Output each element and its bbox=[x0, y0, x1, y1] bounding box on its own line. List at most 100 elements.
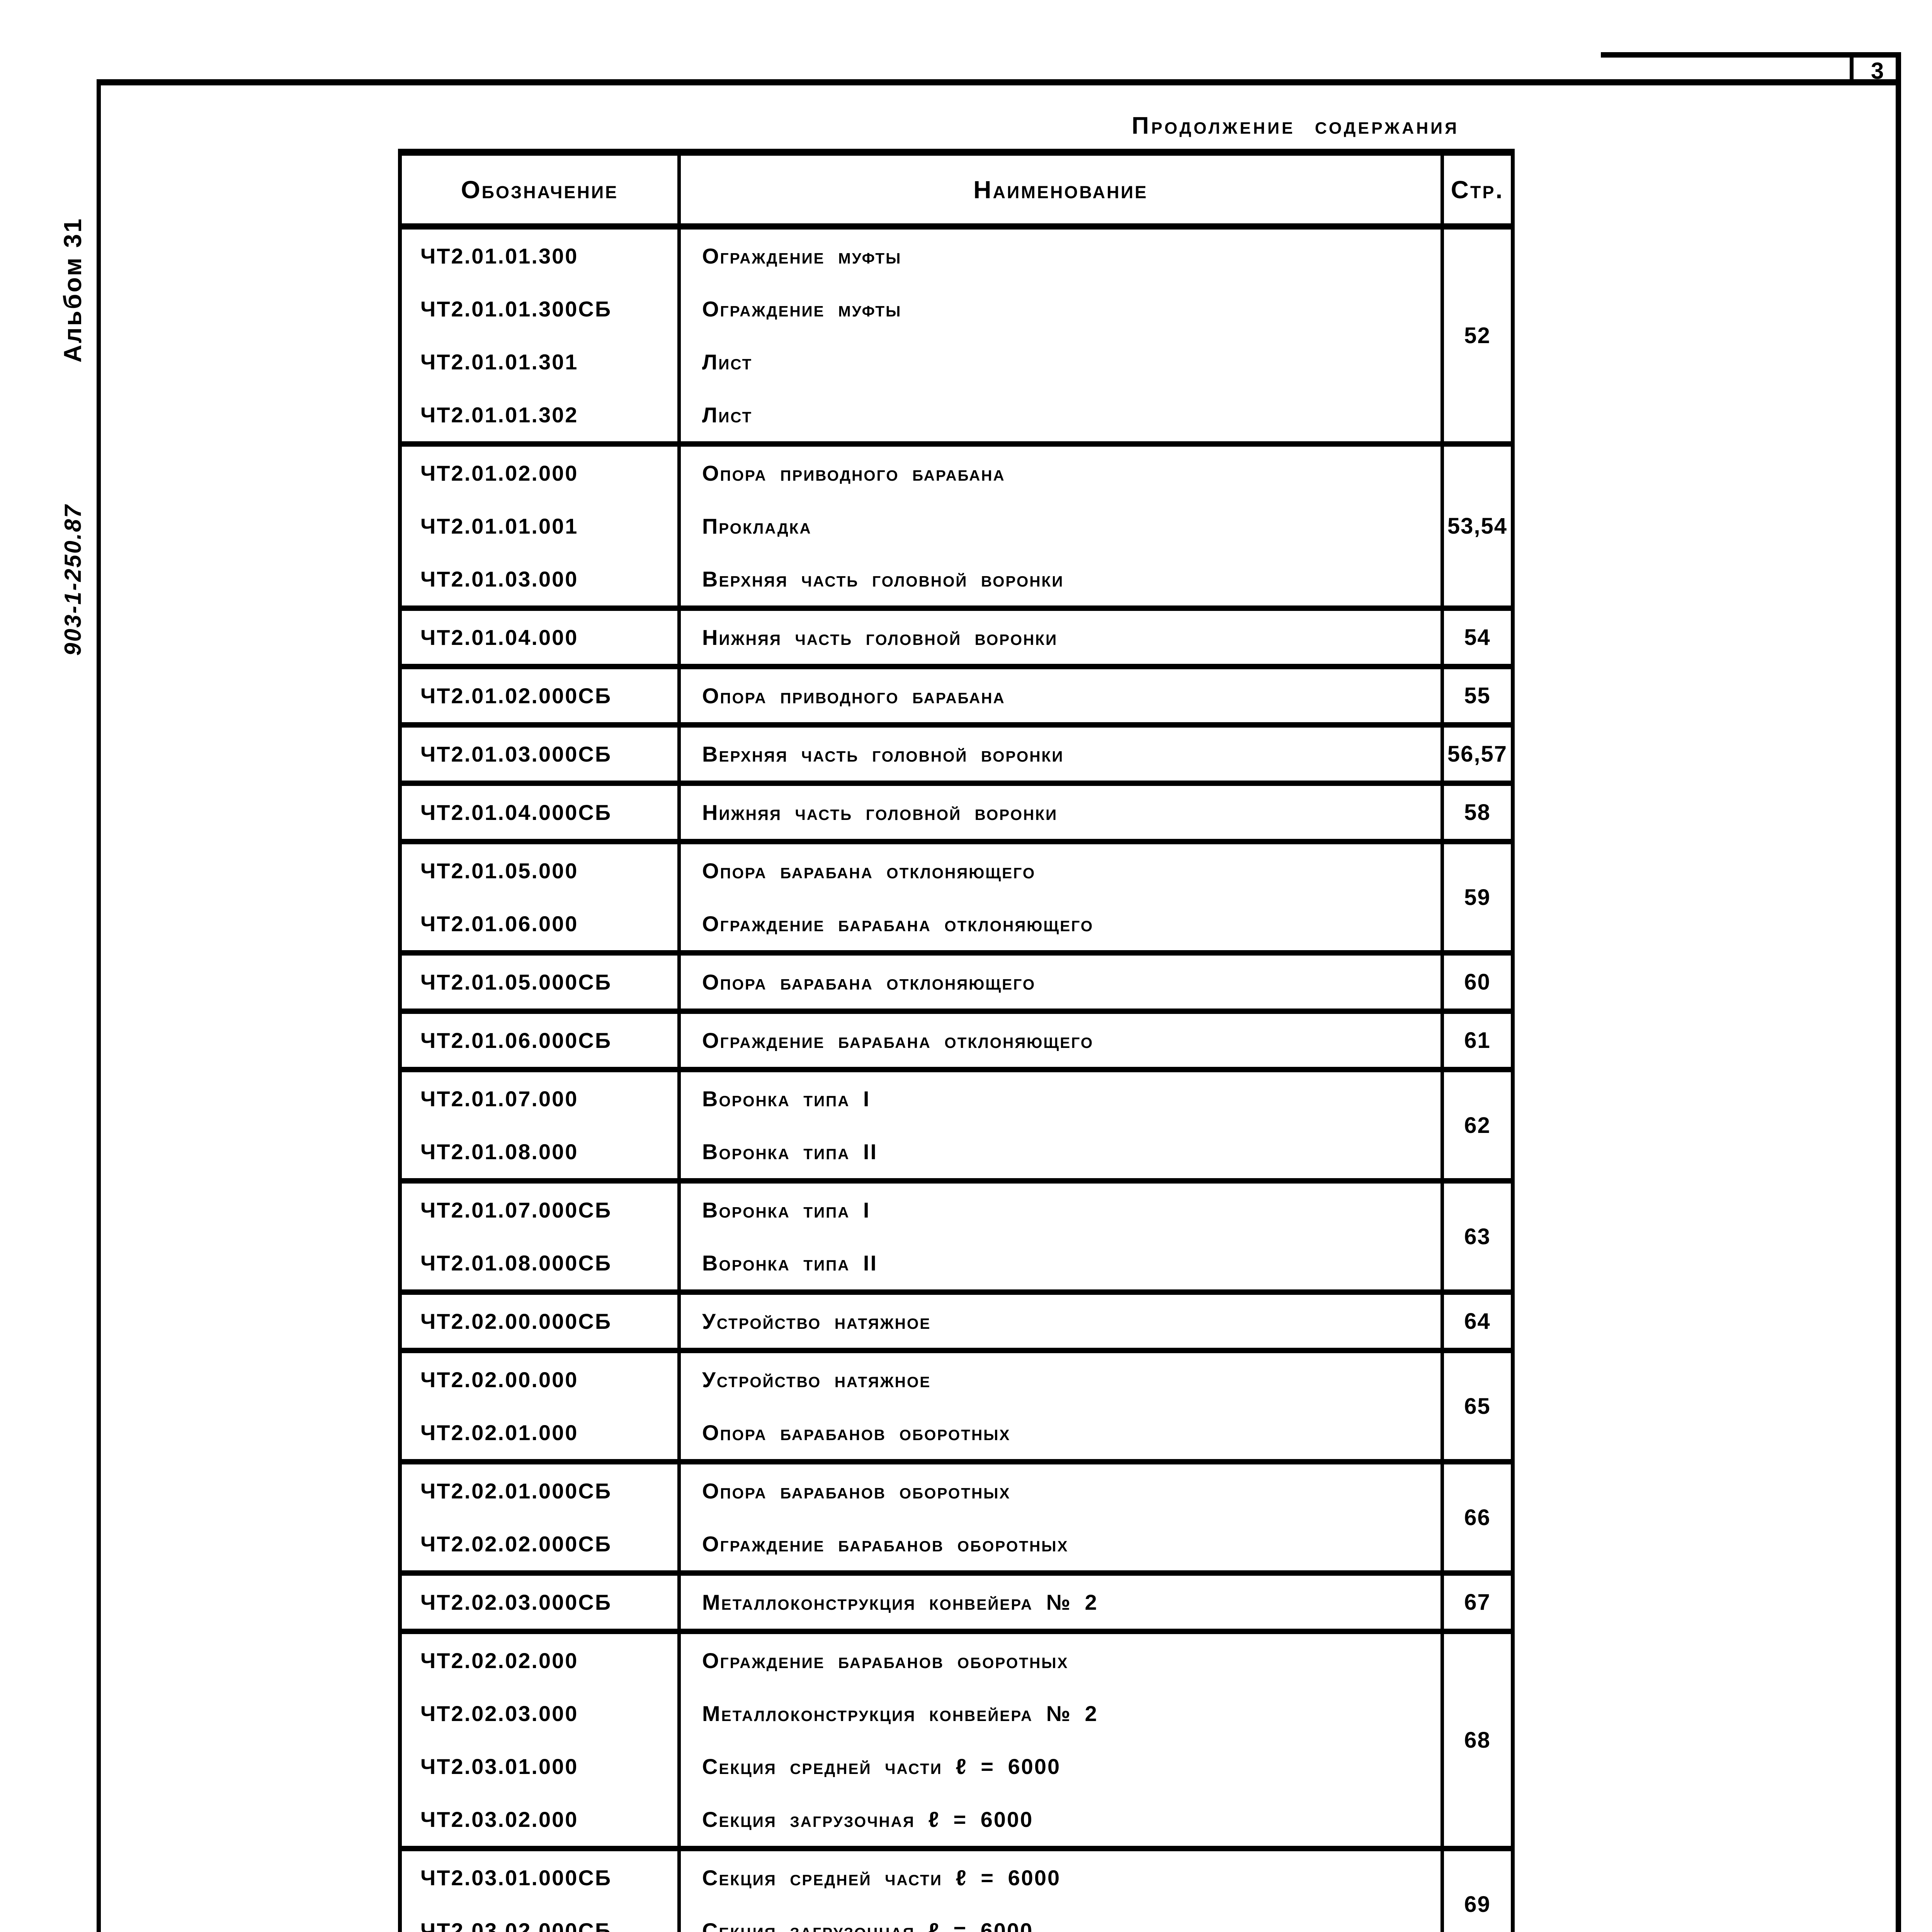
toc-cell-name: Прокладка bbox=[702, 514, 812, 538]
toc-group-rows: ЧТ2.01.04.000 Нижняя часть головной ворон… bbox=[402, 611, 1440, 664]
toc-group-rows: ЧТ2.02.00.000 Устройство натяжное ЧТ2.02.0… bbox=[402, 1353, 1440, 1459]
toc-group: ЧТ2.02.01.000СБ Опора барабанов оборотных… bbox=[402, 1464, 1511, 1576]
toc-row: ЧТ2.01.06.000СБ Ограждение барабана откло… bbox=[402, 1014, 1440, 1067]
toc-cell-designation: ЧТ2.02.03.000СБ bbox=[402, 1576, 681, 1629]
toc-cell-designation: ЧТ2.01.05.000СБ bbox=[402, 956, 681, 1009]
toc-group-rows: ЧТ2.02.00.000СБ Устройство натяжное bbox=[402, 1295, 1440, 1348]
toc-cell-designation: ЧТ2.01.04.000СБ bbox=[402, 786, 681, 839]
toc-group-rows: ЧТ2.01.07.000 Воронка типа I ЧТ2.01.08.000… bbox=[402, 1072, 1440, 1178]
toc-header-page: Стр. bbox=[1440, 156, 1511, 223]
toc-group-rows: ЧТ2.01.01.300 Ограждение муфты ЧТ2.01.01.3… bbox=[402, 230, 1440, 441]
toc-cell-designation: ЧТ2.02.02.000СБ bbox=[402, 1517, 681, 1570]
toc-header-row: Обозначение Наименование Стр. bbox=[402, 156, 1511, 230]
toc-cell-designation: ЧТ2.03.02.000 bbox=[402, 1793, 681, 1846]
toc-cell-designation: ЧТ2.02.02.000 bbox=[402, 1634, 681, 1687]
toc-cell-name: Ограждение барабанов оборотных bbox=[702, 1648, 1069, 1673]
toc-row: ЧТ2.01.02.000СБ Опора приводного барабана bbox=[402, 669, 1440, 722]
toc-cell-designation: ЧТ2.01.03.000СБ bbox=[402, 728, 681, 781]
frame-left-border bbox=[97, 79, 101, 1932]
toc-cell-designation: ЧТ2.02.00.000 bbox=[402, 1353, 681, 1406]
toc-cell-name: Ограждение барабанов оборотных bbox=[702, 1532, 1069, 1556]
toc-cell-designation: ЧТ2.01.01.302 bbox=[402, 388, 681, 441]
toc-row: ЧТ2.01.07.000СБ Воронка типа I bbox=[402, 1184, 1440, 1236]
toc-cell-designation: ЧТ2.01.07.000 bbox=[402, 1072, 681, 1125]
toc-cell-designation: ЧТ2.01.01.001 bbox=[402, 500, 681, 553]
sheet-number-blank-cell bbox=[1601, 58, 1850, 84]
toc-group: ЧТ2.01.05.000СБ Опора барабана отклоняюще… bbox=[402, 956, 1511, 1014]
toc-group-rows: ЧТ2.01.05.000 Опора барабана отклоняющего… bbox=[402, 844, 1440, 950]
toc-cell-designation: ЧТ2.01.01.300СБ bbox=[402, 282, 681, 335]
toc-cell-designation: ЧТ2.02.03.000 bbox=[402, 1687, 681, 1740]
toc-group: ЧТ2.01.05.000 Опора барабана отклоняющего… bbox=[402, 844, 1511, 956]
toc-cell-page: 69 bbox=[1440, 1851, 1511, 1932]
toc-cell-name: Лист bbox=[702, 350, 753, 374]
toc-cell-designation: ЧТ2.03.01.000СБ bbox=[402, 1851, 681, 1904]
toc-row: ЧТ2.01.02.000 Опора приводного барабана bbox=[402, 447, 1440, 500]
toc-group: ЧТ2.03.01.000СБ Секция средней части ℓ = … bbox=[402, 1851, 1511, 1932]
frame-right-border bbox=[1896, 52, 1901, 1932]
toc-cell-name: Опора приводного барабана bbox=[702, 461, 1005, 485]
toc-row: ЧТ2.02.00.000 Устройство натяжное bbox=[402, 1353, 1440, 1406]
toc-group-rows: ЧТ2.01.03.000СБ Верхняя часть головной во… bbox=[402, 728, 1440, 781]
toc-cell-page: 64 bbox=[1440, 1295, 1511, 1348]
toc-cell-designation: ЧТ2.02.01.000СБ bbox=[402, 1464, 681, 1517]
toc-row: ЧТ2.01.01.301 Лист bbox=[402, 335, 1440, 388]
toc-cell-designation: ЧТ2.01.08.000СБ bbox=[402, 1236, 681, 1289]
toc-cell-designation: ЧТ2.03.02.000СБ bbox=[402, 1904, 681, 1932]
margin-album-label: Альбом 31 bbox=[59, 217, 87, 363]
toc-cell-designation: ЧТ2.01.08.000 bbox=[402, 1125, 681, 1178]
toc-group: ЧТ2.01.02.000СБ Опора приводного барабана… bbox=[402, 669, 1511, 728]
toc-cell-designation: ЧТ2.01.04.000 bbox=[402, 611, 681, 664]
toc-cell-page: 66 bbox=[1440, 1464, 1511, 1570]
toc-group-rows: ЧТ2.02.01.000СБ Опора барабанов оборотных… bbox=[402, 1464, 1440, 1570]
toc-groups: ЧТ2.01.01.300 Ограждение муфты ЧТ2.01.01.3… bbox=[402, 230, 1511, 1932]
toc-group: ЧТ2.01.07.000СБ Воронка типа I ЧТ2.01.08.0… bbox=[402, 1184, 1511, 1295]
toc-group-rows: ЧТ2.03.01.000СБ Секция средней части ℓ = … bbox=[402, 1851, 1440, 1932]
toc-row: ЧТ2.01.05.000 Опора барабана отклоняющего bbox=[402, 844, 1440, 897]
toc-cell-page: 60 bbox=[1440, 956, 1511, 1009]
toc-row: ЧТ2.02.02.000 Ограждение барабанов оборот… bbox=[402, 1634, 1440, 1687]
toc-row: ЧТ2.01.03.000СБ Верхняя часть головной во… bbox=[402, 728, 1440, 781]
toc-cell-name: Ограждение муфты bbox=[702, 244, 902, 268]
toc-group: ЧТ2.01.04.000СБ Нижняя часть головной вор… bbox=[402, 786, 1511, 844]
toc-group-rows: ЧТ2.01.07.000СБ Воронка типа I ЧТ2.01.08.0… bbox=[402, 1184, 1440, 1289]
toc-cell-name: Верхняя часть головной воронки bbox=[702, 567, 1064, 591]
toc-cell-name: Опора барабанов оборотных bbox=[702, 1479, 1011, 1503]
toc-cell-name: Воронка типа II bbox=[702, 1251, 878, 1275]
toc-cell-designation: ЧТ2.01.02.000 bbox=[402, 447, 681, 500]
toc-cell-designation: ЧТ2.01.01.301 bbox=[402, 335, 681, 388]
toc-cell-designation: ЧТ2.02.01.000 bbox=[402, 1406, 681, 1459]
toc-cell-name: Ограждение барабана отклоняющего bbox=[702, 912, 1094, 936]
toc-cell-page: 67 bbox=[1440, 1576, 1511, 1629]
toc-group-rows: ЧТ2.01.06.000СБ Ограждение барабана откло… bbox=[402, 1014, 1440, 1067]
toc-cell-name: Воронка типа II bbox=[702, 1139, 878, 1164]
toc-row: ЧТ2.03.02.000 Секция загрузочная ℓ = 6000 bbox=[402, 1793, 1440, 1846]
toc-row: ЧТ2.01.07.000 Воронка типа I bbox=[402, 1072, 1440, 1125]
toc-cell-designation: ЧТ2.01.01.300 bbox=[402, 230, 681, 282]
toc-group: ЧТ2.02.00.000СБ Устройство натяжное 64 bbox=[402, 1295, 1511, 1353]
toc-cell-designation: ЧТ2.01.03.000 bbox=[402, 553, 681, 605]
toc-cell-name: Нижняя часть головной воронки bbox=[702, 800, 1058, 825]
toc-cell-name: Опора барабана отклоняющего bbox=[702, 970, 1036, 994]
toc-cell-name: Устройство натяжное bbox=[702, 1367, 931, 1392]
toc-table: Обозначение Наименование Стр. ЧТ2.01.01.… bbox=[398, 149, 1515, 1932]
toc-cell-designation: ЧТ2.01.07.000СБ bbox=[402, 1184, 681, 1236]
toc-group: ЧТ2.01.04.000 Нижняя часть головной ворон… bbox=[402, 611, 1511, 669]
page-title: Продолжение содержания bbox=[1131, 112, 1459, 139]
toc-cell-page: 52 bbox=[1440, 230, 1511, 441]
toc-cell-name: Лист bbox=[702, 403, 753, 427]
toc-header-designation: Обозначение bbox=[402, 156, 681, 223]
toc-group: ЧТ2.02.03.000СБ Металлоконструкция конвей… bbox=[402, 1576, 1511, 1634]
toc-row: ЧТ2.02.01.000СБ Опора барабанов оборотных bbox=[402, 1464, 1440, 1517]
toc-cell-name: Воронка типа I bbox=[702, 1087, 871, 1111]
toc-cell-page: 61 bbox=[1440, 1014, 1511, 1067]
toc-cell-page: 58 bbox=[1440, 786, 1511, 839]
toc-group-rows: ЧТ2.01.02.000СБ Опора приводного барабана bbox=[402, 669, 1440, 722]
toc-row: ЧТ2.02.01.000 Опора барабанов оборотных bbox=[402, 1406, 1440, 1459]
toc-cell-name: Опора барабанов оборотных bbox=[702, 1420, 1011, 1445]
sheet-number-strip: 3 bbox=[1601, 52, 1901, 84]
toc-cell-name: Верхняя часть головной воронки bbox=[702, 742, 1064, 766]
toc-header-name: Наименование bbox=[973, 175, 1148, 204]
toc-group: ЧТ2.01.03.000СБ Верхняя часть головной во… bbox=[402, 728, 1511, 786]
